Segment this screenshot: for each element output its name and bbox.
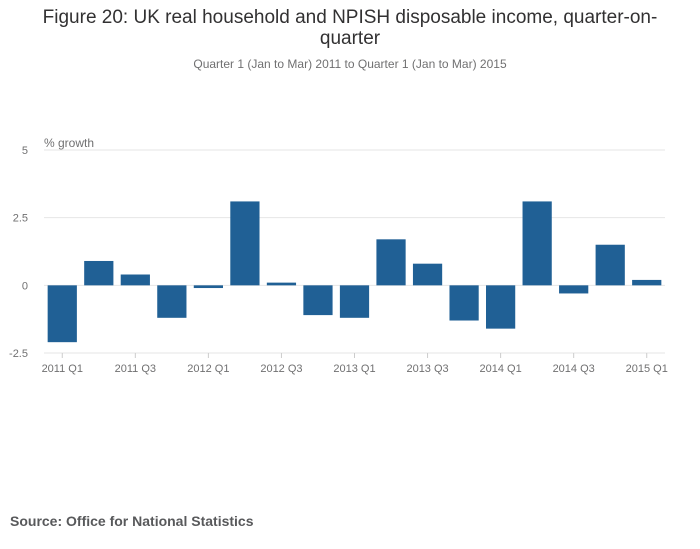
bar — [120, 274, 150, 286]
bar — [595, 244, 625, 286]
x-tick-label: 2015 Q1 — [626, 363, 668, 375]
bar — [449, 285, 479, 321]
x-tick-label: 2014 Q1 — [480, 363, 522, 375]
bar — [376, 239, 406, 286]
bar — [339, 285, 370, 318]
bar — [486, 285, 516, 329]
bar — [559, 285, 589, 294]
bar — [412, 263, 443, 286]
bar — [522, 201, 552, 286]
x-tick-label: 2012 Q1 — [187, 363, 229, 375]
bar — [266, 282, 297, 286]
y-tick-label: 2.5 — [13, 213, 28, 225]
y-tick-label: 5 — [22, 145, 28, 157]
x-tick-label: 2011 Q3 — [115, 363, 156, 375]
bar — [84, 260, 114, 286]
x-tick-label: 2012 Q3 — [260, 363, 302, 375]
x-tick-label: 2014 Q3 — [553, 363, 595, 375]
x-tick-label: 2013 Q1 — [333, 363, 375, 375]
bar — [632, 279, 662, 286]
chart-title: Figure 20: UK real household and NPISH d… — [42, 7, 658, 49]
bar — [303, 285, 333, 316]
y-axis-label: % growth — [44, 136, 94, 150]
y-axis-ticks: 5 2.5 0 -2.5 — [9, 145, 28, 360]
bar — [157, 285, 187, 318]
y-tick-label: 0 — [22, 280, 28, 292]
x-axis-ticks: 2011 Q1 2011 Q3 2012 Q1 2012 Q3 2013 Q1 2013 … — [42, 353, 668, 375]
source-note: Source: Office for National Statistics — [10, 513, 254, 529]
y-tick-label: -2.5 — [9, 348, 28, 360]
gridlines — [44, 149, 665, 354]
chart-subtitle: Quarter 1 (Jan to Mar) 2011 to Quarter 1… — [193, 57, 507, 71]
bar — [230, 201, 260, 286]
bars — [47, 201, 662, 343]
x-tick-label: 2011 Q1 — [42, 363, 83, 375]
x-tick-label: 2013 Q3 — [406, 363, 448, 375]
bar — [47, 285, 77, 343]
bar — [193, 285, 223, 289]
